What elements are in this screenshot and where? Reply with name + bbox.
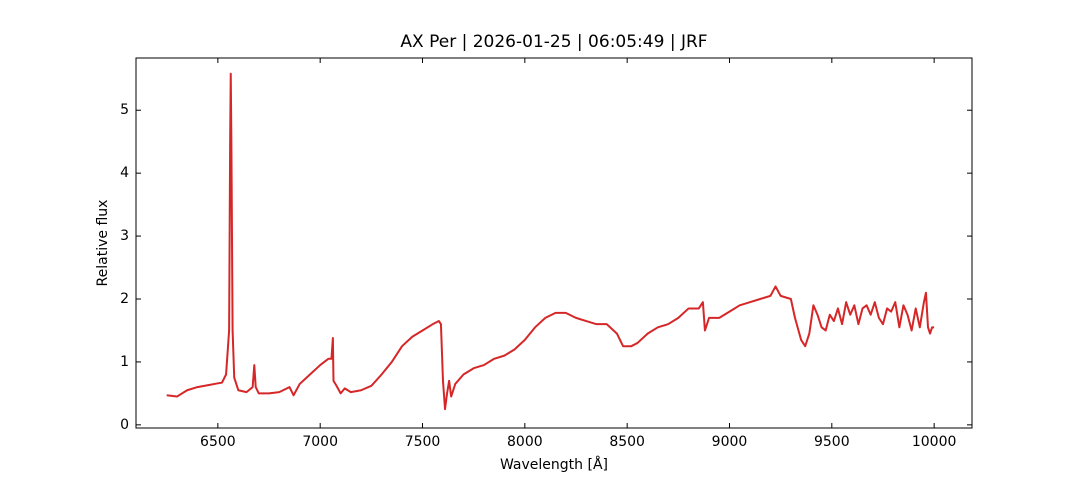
spectrum-line (166, 72, 935, 411)
plot-frame (135, 57, 973, 429)
chart-title: AX Per | 2026-01-25 | 06:05:49 | JRF (400, 32, 707, 52)
y-tick-label: 4 (120, 165, 129, 181)
y-tick-label: 5 (120, 102, 129, 118)
x-axis-label: Wavelength [Å] (500, 456, 608, 473)
y-axis-label: Relative flux (95, 200, 111, 287)
x-tick-label: 8500 (609, 434, 645, 450)
x-tick-label: 9500 (814, 434, 850, 450)
x-tick-label: 10000 (912, 434, 957, 450)
y-tick-label: 0 (120, 417, 129, 433)
x-tick-label: 7500 (405, 434, 441, 450)
x-tick-label: 9000 (712, 434, 748, 450)
x-tick-label: 7000 (302, 434, 338, 450)
x-tick-label: 8000 (507, 434, 543, 450)
y-tick-label: 1 (120, 354, 129, 370)
y-tick-label: 3 (120, 228, 129, 244)
y-tick-label: 2 (120, 291, 129, 307)
x-tick-label: 6500 (200, 434, 236, 450)
